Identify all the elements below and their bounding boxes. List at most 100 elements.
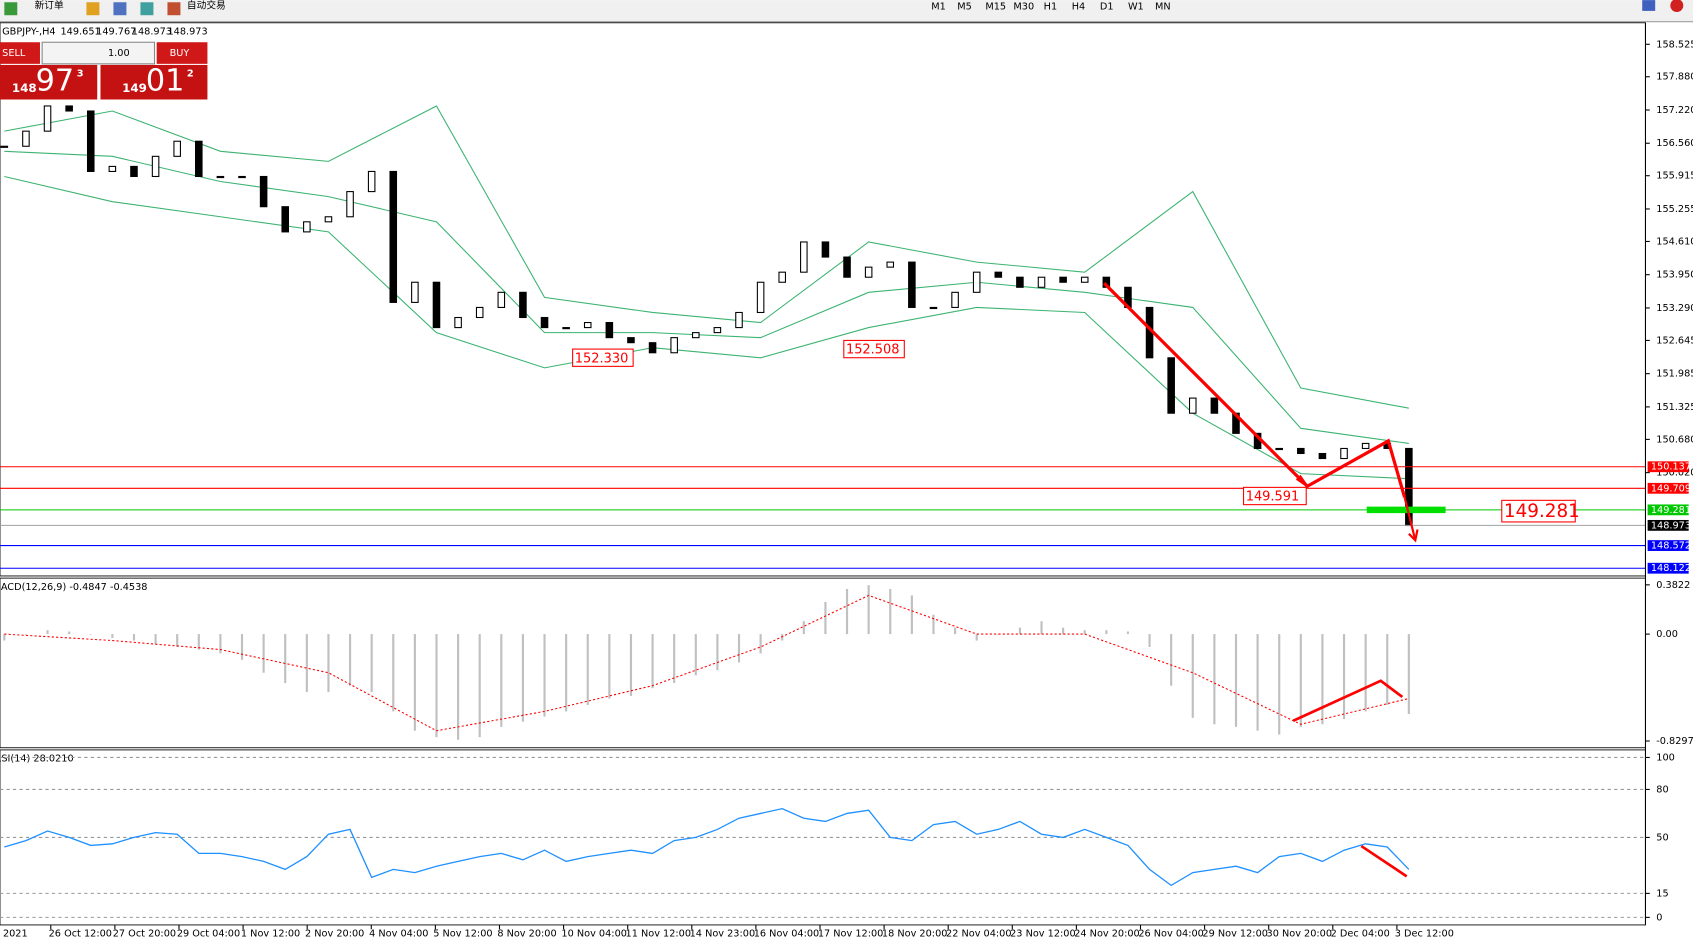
candle bbox=[864, 266, 873, 278]
annotation-box bbox=[1501, 499, 1576, 523]
alert-icon[interactable] bbox=[1670, 0, 1684, 12]
macd-bar bbox=[284, 634, 287, 684]
candle bbox=[43, 105, 52, 132]
macd-bar bbox=[1386, 634, 1389, 705]
candle bbox=[281, 206, 290, 233]
macd-bar bbox=[154, 634, 157, 645]
candle bbox=[756, 281, 765, 314]
candle bbox=[195, 140, 203, 178]
candle bbox=[389, 170, 398, 303]
price-level-label: 148.122 bbox=[1651, 563, 1691, 574]
timeframe-button[interactable]: M15 bbox=[985, 2, 1006, 13]
macd-bar bbox=[975, 634, 978, 641]
timeframe-button[interactable]: D1 bbox=[1100, 2, 1114, 13]
x-tick-label: 29 Nov 12:00 bbox=[1202, 929, 1268, 938]
buy-label[interactable]: BUY bbox=[170, 48, 190, 59]
buy-button[interactable] bbox=[156, 42, 208, 64]
candle bbox=[22, 130, 30, 147]
macd-bar bbox=[565, 634, 568, 712]
macd-title: MACD(12,26,9) -0.4847 -0.4538 bbox=[0, 582, 147, 593]
x-tick-label: 2 Dec 04:00 bbox=[1331, 929, 1390, 938]
macd-bar bbox=[1407, 634, 1410, 714]
price-level-tag bbox=[1647, 482, 1689, 494]
x-tick-label: 4 Nov 04:00 bbox=[369, 929, 428, 938]
macd-bar bbox=[500, 634, 503, 727]
macd-bar bbox=[694, 634, 697, 676]
macd-bar bbox=[370, 634, 373, 693]
macd-bar bbox=[392, 634, 395, 712]
y-tick-label: 50 bbox=[1656, 832, 1668, 843]
toolbar-icon[interactable] bbox=[113, 2, 127, 16]
plots: 158.525 157.880 157.220 156.560 155.915 155.2… bbox=[0, 22, 1693, 938]
x-tick-label: 27 Oct 20:00 bbox=[113, 929, 176, 938]
search-icon[interactable] bbox=[1642, 0, 1656, 11]
timeframe-button[interactable]: W1 bbox=[1128, 2, 1144, 13]
macd-bar bbox=[435, 634, 438, 738]
candle bbox=[497, 291, 506, 308]
macd-bar bbox=[68, 631, 71, 635]
price-level-label: 149.281 bbox=[1651, 505, 1691, 516]
price-level-label: 150.137 bbox=[1651, 462, 1691, 473]
x-tick-label: 26 Nov 04:00 bbox=[1138, 929, 1204, 938]
macd-bar bbox=[997, 634, 1000, 635]
candle bbox=[1340, 447, 1348, 460]
timeframe-button[interactable]: M30 bbox=[1013, 2, 1034, 13]
macd-bar bbox=[737, 634, 741, 663]
macd-bar bbox=[262, 634, 265, 673]
new-order-icon[interactable] bbox=[4, 2, 18, 16]
candle bbox=[519, 291, 527, 319]
sell-button[interactable] bbox=[0, 42, 40, 64]
macd-bar bbox=[1234, 634, 1238, 727]
timeframe-button[interactable]: H1 bbox=[1044, 2, 1058, 13]
candle bbox=[951, 291, 959, 308]
candle bbox=[1297, 447, 1305, 455]
auto-trading-icon[interactable] bbox=[167, 2, 181, 16]
annotation: 152.330 bbox=[575, 351, 629, 366]
candle bbox=[324, 216, 333, 223]
timeframe-button[interactable]: H4 bbox=[1072, 2, 1086, 13]
auto-trading-button[interactable]: 自动交易 bbox=[187, 0, 226, 12]
candle bbox=[0, 145, 9, 148]
x-tick-label: 14 Nov 23:00 bbox=[690, 929, 756, 938]
x-tick-label: 16 Nov 04:00 bbox=[754, 929, 820, 938]
candle bbox=[1361, 442, 1370, 450]
candle bbox=[367, 170, 376, 193]
lots-value[interactable]: 1.00 bbox=[108, 48, 130, 59]
y-tick-label: 152.645 bbox=[1656, 335, 1693, 346]
macd-bar bbox=[716, 634, 719, 671]
ask-box[interactable] bbox=[100, 64, 208, 100]
macd-bar bbox=[3, 634, 6, 641]
candle bbox=[346, 191, 354, 218]
toolbar-icon[interactable] bbox=[86, 2, 100, 16]
price-level-tag bbox=[1647, 519, 1689, 531]
rsi-arrow bbox=[1360, 844, 1408, 878]
bid-box[interactable] bbox=[0, 64, 98, 100]
y-tick-label: 0.3822 bbox=[1656, 580, 1690, 591]
timeframe-button[interactable]: M5 bbox=[957, 2, 972, 13]
y-tick-label: 157.220 bbox=[1656, 105, 1693, 116]
lots-box[interactable] bbox=[41, 41, 156, 65]
timeframe-button[interactable]: MN bbox=[1155, 2, 1171, 13]
macd-bar bbox=[240, 634, 244, 660]
sell-label[interactable]: SELL bbox=[2, 48, 26, 59]
arrow-head bbox=[1408, 529, 1419, 543]
price-level-tag bbox=[1647, 562, 1689, 574]
ohlc-value: 148.973 bbox=[132, 26, 172, 37]
bid-big-figure: 148 bbox=[12, 81, 37, 95]
new-order-button[interactable]: 新订单 bbox=[35, 0, 64, 12]
candle bbox=[173, 140, 181, 157]
macd-bar bbox=[413, 634, 416, 731]
bid-fraction: 3 bbox=[77, 69, 84, 80]
macd-bar bbox=[651, 634, 654, 689]
candle bbox=[994, 271, 1003, 278]
x-tick-label: 1 Nov 12:00 bbox=[241, 929, 300, 938]
symbol-label: GBPJPY-,H4 bbox=[2, 26, 55, 37]
timeframe-button[interactable]: M1 bbox=[931, 2, 946, 13]
timeframe-bar: M1 M5 M15 M30 H1 H4 D1 W1 MN bbox=[931, 2, 1170, 13]
macd-bar bbox=[219, 634, 222, 654]
macd-bar bbox=[1342, 634, 1346, 720]
toolbar-icon[interactable] bbox=[140, 2, 154, 16]
y-tick-label: 156.560 bbox=[1656, 138, 1693, 149]
ohlc-value: 149.651 bbox=[61, 26, 101, 37]
x-tick-label: 24 Nov 20:00 bbox=[1074, 929, 1140, 938]
